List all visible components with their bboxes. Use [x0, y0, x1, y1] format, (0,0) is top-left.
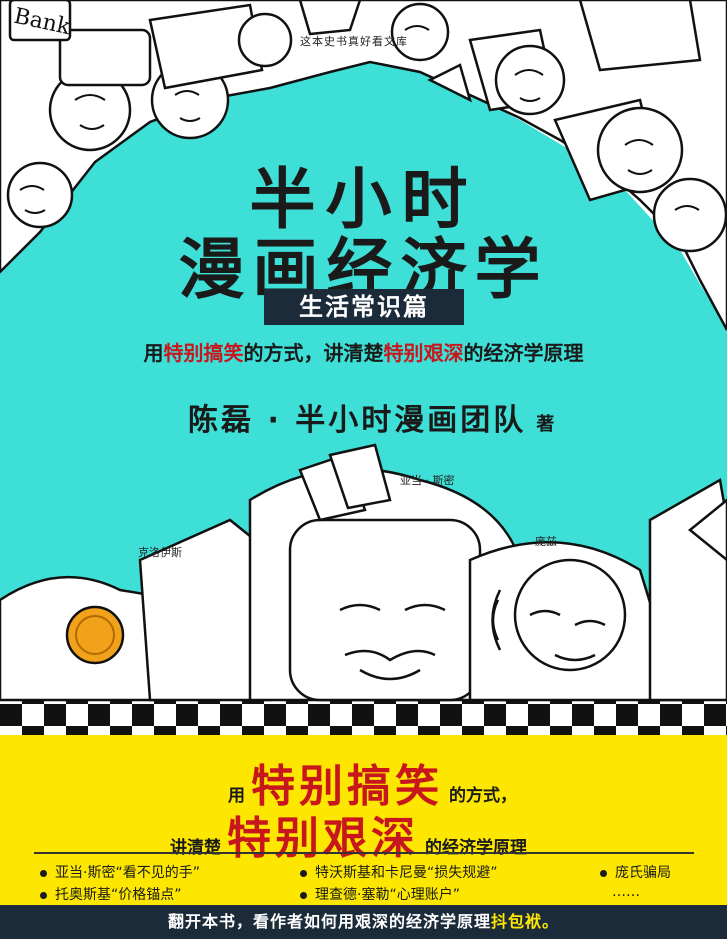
top-cartoon-crowd: [0, 0, 727, 331]
bottom-cartoon-characters: [0, 443, 727, 702]
bullet-dot-icon: [40, 891, 47, 899]
edition-badge: 生活常识篇: [264, 289, 464, 325]
bullet-item: 理查德·塞勒“心理账户”: [300, 884, 460, 904]
banner-line1-big: 特别搞笑: [251, 761, 443, 812]
crowd-detail-lines: [19, 25, 700, 214]
banner-line1: 用特别搞笑 的方式，: [228, 750, 517, 814]
bullet-dot-icon: [40, 869, 47, 877]
banner-line2-post: 的经济学原理: [425, 838, 527, 858]
bullet-text: 庞氏骗局: [615, 865, 671, 881]
tagline-part1: 用: [143, 341, 164, 365]
footer-bar: 翻开本书，看作者如何用艰深的经济学原理抖包袱。: [0, 905, 727, 939]
book-title-line1: 半小时: [249, 161, 478, 238]
author-suffix: 著: [536, 414, 555, 435]
checker-floor: [0, 700, 727, 736]
bottom-character-faces: [339, 589, 606, 681]
banner-line2: 讲清楚 特别艰深 的经济学原理: [170, 802, 527, 866]
tagline-part3: 的经济学原理: [463, 341, 584, 365]
bullet-item: 亚当·斯密“看不见的手”: [40, 862, 200, 882]
banner-line2-big: 特别艰深: [227, 813, 419, 864]
bullet-text: 托奥斯基“价格锚点”: [55, 887, 182, 903]
yellow-banner: [0, 735, 727, 905]
tagline: 用特别搞笑的方式，讲清楚特别艰深的经济学原理: [0, 337, 727, 366]
author-line: 陈磊 · 半小时漫画团队著: [188, 395, 554, 439]
bullet-text: 特沃斯基和卡尼曼“损失规避”: [315, 865, 498, 881]
bullet-text: 亚当·斯密“看不见的手”: [55, 865, 200, 881]
tagline-part2: 的方式，讲清楚: [243, 341, 384, 365]
banner-line2-pre: 讲清楚: [170, 838, 221, 858]
banner-divider: [34, 852, 694, 854]
caption-croesus: 克洛伊斯: [138, 545, 182, 559]
bullet-dot-icon: [300, 869, 307, 877]
bullet-item: 庞氏骗局: [600, 862, 671, 882]
cyan-background: [0, 60, 727, 700]
footer-text: 翻开本书，看作者如何用艰深的经济学原理: [167, 912, 491, 931]
tagline-highlight2: 特别艰深: [383, 341, 464, 365]
banner-line1-post: 的方式，: [449, 786, 517, 806]
bullet-dot-icon: [600, 869, 607, 877]
bullet-dot-icon: [300, 891, 307, 899]
caption-ponzi: 庞兹: [535, 534, 557, 548]
footer-highlight: 抖包袱。: [491, 912, 560, 931]
author-name: 陈磊 · 半小时漫画团队: [188, 403, 527, 438]
banner-line1-pre: 用: [228, 786, 245, 806]
bullet-text: 理查德·塞勒“心理账户”: [315, 887, 460, 903]
bullet-ellipsis: ……: [612, 884, 640, 900]
caption-smith: 亚当 · 斯密: [400, 473, 455, 487]
tagline-highlight1: 特别搞笑: [163, 341, 244, 365]
bullet-item: 托奥斯基“价格锚点”: [40, 884, 182, 904]
watermark-text: 这本史书真好看文库: [300, 35, 408, 48]
bullet-item: 特沃斯基和卡尼曼“损失规避”: [300, 862, 498, 882]
